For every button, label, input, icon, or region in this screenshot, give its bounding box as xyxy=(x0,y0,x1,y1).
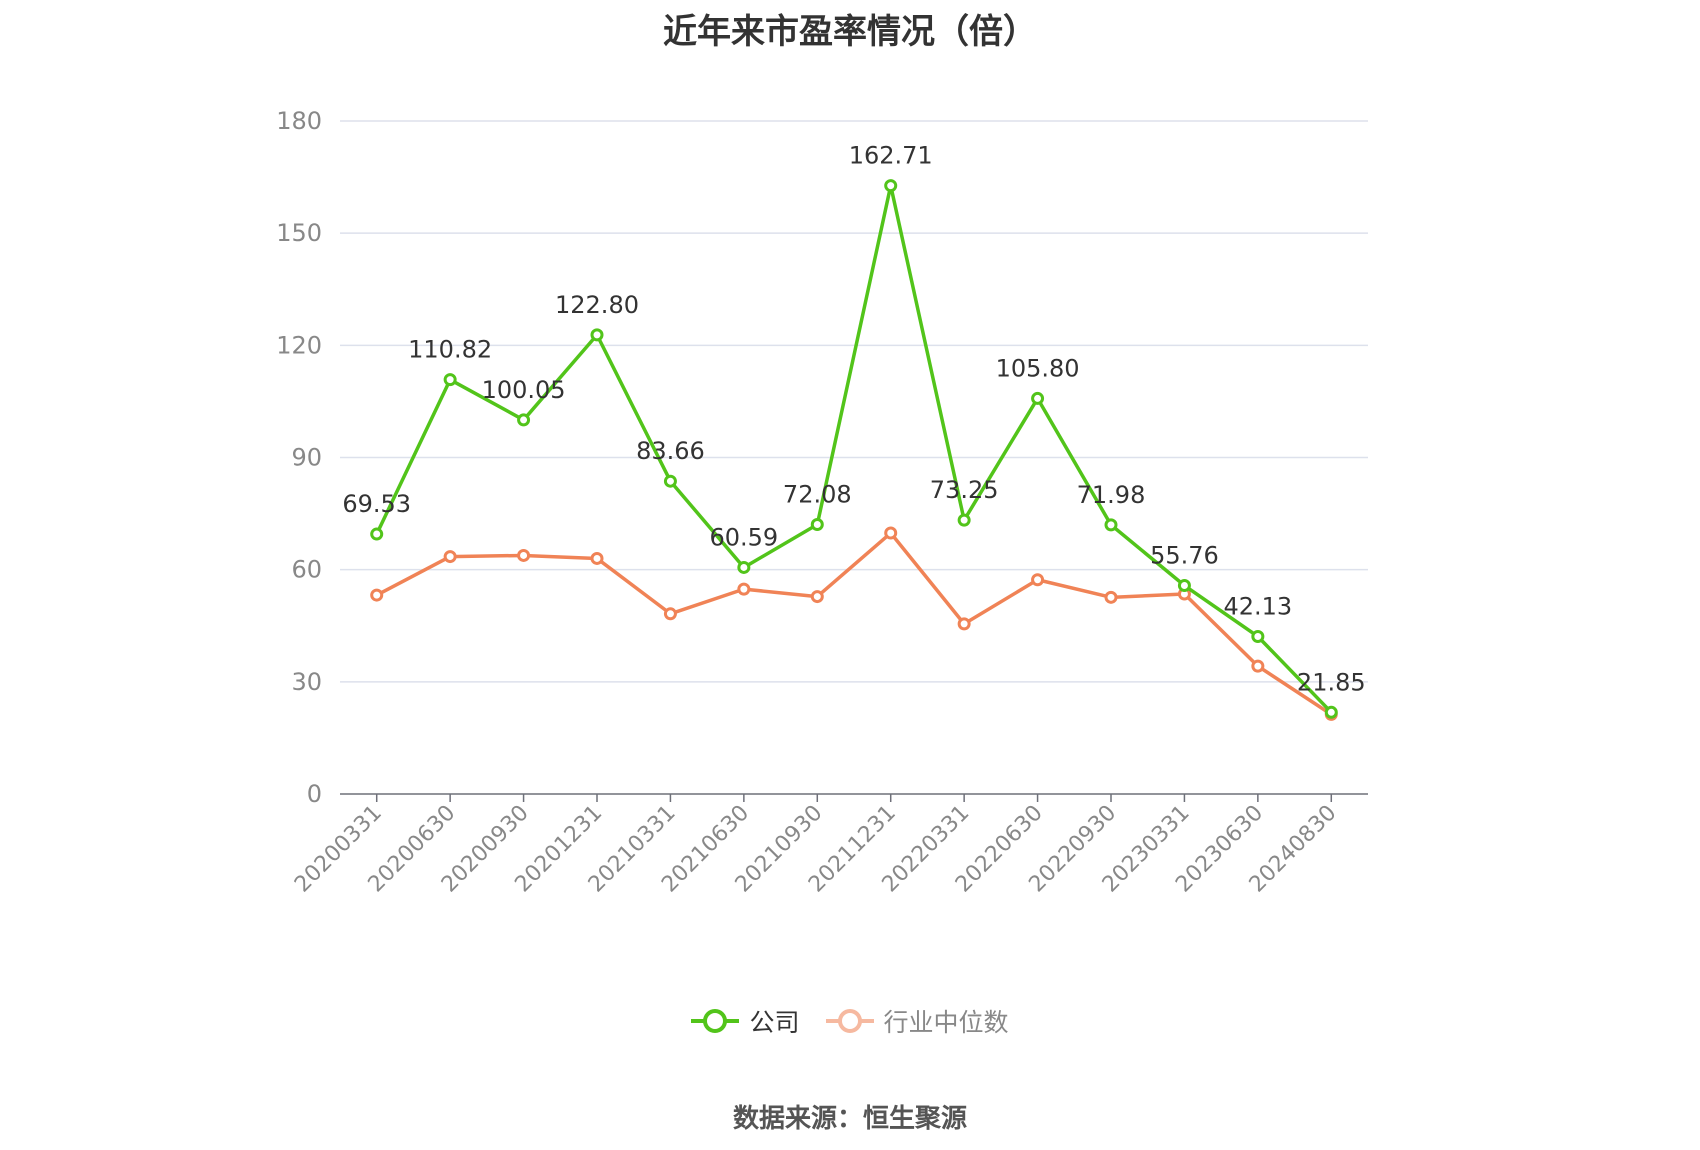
company-data-label: 72.08 xyxy=(783,481,852,509)
legend-company-swatch-icon xyxy=(691,1009,740,1033)
legend-item-industry[interactable]: 行业中位数 xyxy=(825,1003,1009,1039)
y-tick-label: 150 xyxy=(276,219,322,247)
industry-data-point xyxy=(370,588,384,602)
industry-data-point xyxy=(443,550,457,564)
company-data-point xyxy=(1177,579,1191,593)
company-data-point xyxy=(1251,629,1265,643)
industry-data-point xyxy=(517,548,531,562)
company-data-label: 21.85 xyxy=(1297,668,1366,696)
company-data-point xyxy=(590,328,604,342)
industry-data-point xyxy=(663,607,677,621)
company-data-label: 100.05 xyxy=(482,376,566,404)
company-data-point xyxy=(1104,518,1118,532)
company-data-label: 42.13 xyxy=(1223,592,1292,620)
industry-data-point xyxy=(810,590,824,604)
series-layer xyxy=(370,179,1338,721)
source-note: 数据来源：恒生聚源 xyxy=(732,1104,967,1134)
industry-data-point xyxy=(590,551,604,565)
y-tick-label: 180 xyxy=(276,107,322,135)
company-data-point xyxy=(810,518,824,532)
industry-data-point xyxy=(1104,590,1118,604)
legend-industry-swatch-icon xyxy=(825,1009,874,1033)
axis-layer: 0306090120150180202003312020063020200930… xyxy=(276,107,1368,897)
company-data-point xyxy=(663,474,677,488)
legend-company-label: 公司 xyxy=(749,1008,800,1037)
company-data-point xyxy=(884,179,898,193)
company-data-point xyxy=(517,413,531,427)
company-data-point xyxy=(1324,705,1338,719)
company-data-label: 71.98 xyxy=(1077,481,1146,509)
industry-data-point xyxy=(884,526,898,540)
industry-data-point xyxy=(957,617,971,631)
company-data-label: 60.59 xyxy=(709,523,778,551)
company-series-line xyxy=(375,183,1333,714)
y-tick-label: 120 xyxy=(276,331,322,359)
company-data-point xyxy=(737,560,751,574)
company-data-label: 73.25 xyxy=(930,476,999,504)
industry-data-point xyxy=(1251,659,1265,673)
y-tick-label: 60 xyxy=(291,556,322,584)
chart-title: 近年来市盈率情况（倍） xyxy=(663,12,1037,52)
y-tick-label: 0 xyxy=(307,780,322,808)
y-tick-label: 30 xyxy=(291,668,322,696)
company-data-label: 162.71 xyxy=(849,142,933,170)
grid-layer xyxy=(340,120,1368,683)
company-data-label: 69.53 xyxy=(342,490,411,518)
industry-series-line xyxy=(375,531,1333,716)
company-data-point xyxy=(1031,391,1045,405)
legend-item-company[interactable]: 公司 xyxy=(691,1003,800,1039)
company-data-label: 110.82 xyxy=(408,336,492,364)
company-data-point xyxy=(443,373,457,387)
legend-industry-label: 行业中位数 xyxy=(883,1008,1009,1037)
company-data-label: 105.80 xyxy=(996,354,1080,382)
legend: 公司 行业中位数 xyxy=(0,1003,1700,1039)
y-tick-label: 90 xyxy=(291,444,322,472)
industry-data-point xyxy=(1031,573,1045,587)
company-data-point xyxy=(370,527,384,541)
company-data-label: 122.80 xyxy=(555,291,639,319)
company-data-point xyxy=(957,513,971,527)
industry-data-point xyxy=(737,582,751,596)
company-data-label: 55.76 xyxy=(1150,542,1219,570)
company-data-label: 83.66 xyxy=(636,437,705,465)
